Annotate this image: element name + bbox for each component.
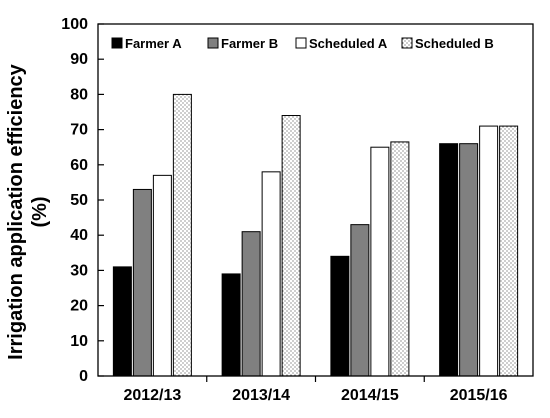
y-tick-label-100: 100 [61, 16, 88, 33]
y-tick-label-40: 40 [70, 227, 88, 244]
y-tick-label-90: 90 [70, 51, 88, 68]
x-tick-label-2014-15: 2014/15 [341, 387, 399, 404]
x-axis-labels: 2012/13 2013/14 2014/15 2015/16 [123, 376, 508, 404]
y-tick-label-50: 50 [70, 192, 88, 209]
y-tick-label-60: 60 [70, 157, 88, 174]
legend-swatch-farmer-a [111, 37, 123, 49]
bar-farmer-a-2013-14 [221, 273, 241, 377]
legend-label-scheduled-b: Scheduled B [415, 36, 494, 51]
bar-farmer-a-2014-15 [330, 255, 350, 377]
bar-scheduled-a-2014-15 [370, 146, 390, 377]
bar-farmer-a-2015-16 [439, 143, 459, 377]
y-tick-label-10: 10 [70, 333, 88, 350]
legend-label-scheduled-a: Scheduled A [309, 36, 388, 51]
bar-scheduled-a-2013-14 [261, 171, 281, 377]
bar-farmer-b-2014-15 [350, 224, 370, 377]
bar-scheduled-a-2012-13 [152, 174, 172, 377]
bar-farmer-b-2012-13 [132, 188, 152, 377]
y-tick-label-30: 30 [70, 262, 88, 279]
bar-farmer-b-2013-14 [241, 231, 261, 377]
legend-swatch-scheduled-b [401, 37, 413, 49]
bar-scheduled-b-2014-15 [390, 141, 410, 377]
plot-frame [97, 23, 534, 377]
legend: Farmer A Farmer B Scheduled A Scheduled B [111, 36, 494, 51]
y-axis-title-line1: Irrigation application efficiency [5, 63, 27, 359]
legend-label-farmer-a: Farmer A [125, 36, 182, 51]
y-axis-title-line2: (%) [29, 196, 51, 227]
bar-scheduled-a-2015-16 [479, 125, 499, 377]
bar-scheduled-b-2013-14 [281, 115, 301, 377]
y-tick-label-20: 20 [70, 298, 88, 315]
bar-scheduled-b-2015-16 [499, 125, 519, 377]
bar-farmer-a-2012-13 [112, 266, 132, 377]
legend-label-farmer-b: Farmer B [221, 36, 278, 51]
bar-scheduled-b-2012-13 [172, 93, 192, 377]
x-tick-label-2012-13: 2012/13 [123, 387, 181, 404]
y-tick-label-70: 70 [70, 122, 88, 139]
bars-group [112, 93, 519, 377]
y-tick-label-80: 80 [70, 86, 88, 103]
x-tick-label-2015-16: 2015/16 [450, 387, 508, 404]
y-axis-ticks: 0 10 20 30 40 50 60 70 80 90 100 [61, 16, 104, 385]
y-tick-label-0: 0 [79, 368, 88, 385]
legend-swatch-scheduled-a [295, 37, 307, 49]
bar-farmer-b-2015-16 [459, 143, 479, 377]
x-tick-label-2013-14: 2013/14 [232, 387, 290, 404]
legend-swatch-farmer-b [207, 37, 219, 49]
